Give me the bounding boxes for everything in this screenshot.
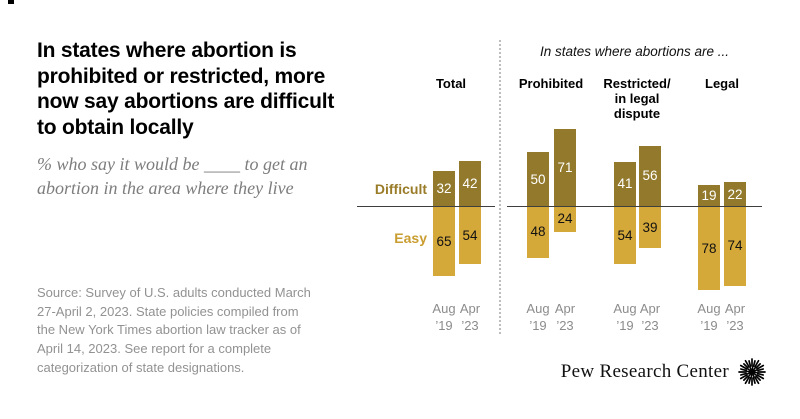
bar-easy: 39 <box>639 206 661 249</box>
bar-value-difficult: 19 <box>701 188 717 204</box>
bar-value-difficult: 71 <box>557 160 573 176</box>
bar-value-difficult: 41 <box>617 176 633 192</box>
bar-value-difficult: 50 <box>530 171 546 187</box>
baseline-right <box>507 206 762 207</box>
bar-difficult: 32 <box>433 171 455 206</box>
bar-value-easy: 54 <box>462 227 478 243</box>
bar-difficult: 71 <box>554 129 576 206</box>
x-tick-label: Aug ’19 <box>432 301 456 333</box>
legend-easy-label: Easy <box>394 230 427 246</box>
bar-value-easy: 48 <box>530 224 546 240</box>
x-tick-label: Aug ’19 <box>613 301 637 333</box>
bar-easy: 48 <box>527 206 549 258</box>
bar-easy: 74 <box>724 206 746 286</box>
bar-easy: 24 <box>554 206 576 232</box>
legend-difficult-label: Difficult <box>374 181 427 197</box>
x-tick-label: Aug ’19 <box>697 301 721 333</box>
bar-value-difficult: 32 <box>436 181 452 197</box>
bar-easy: 54 <box>614 206 636 265</box>
bar-value-difficult: 56 <box>642 168 658 184</box>
bar-value-easy: 39 <box>642 219 658 235</box>
bar-difficult: 42 <box>459 160 481 206</box>
group-header: Legal <box>705 76 739 91</box>
pew-logo-icon <box>738 358 766 386</box>
corner-mark <box>8 0 14 4</box>
bar-difficult: 41 <box>614 161 636 206</box>
bar-difficult: 19 <box>698 185 720 206</box>
group-header: Total <box>435 76 467 91</box>
bar-value-easy: 74 <box>727 238 743 254</box>
divider-dotted <box>499 40 501 334</box>
x-tick-label: Apr ’23 <box>459 301 481 333</box>
bar-value-easy: 54 <box>617 227 633 243</box>
bar-difficult: 50 <box>527 152 549 206</box>
page-title: In states where abortion is prohibited o… <box>37 39 335 139</box>
bar-value-difficult: 42 <box>462 175 478 191</box>
x-tick-label: Apr ’23 <box>639 301 661 333</box>
bar-easy: 54 <box>459 206 481 265</box>
bar-difficult: 22 <box>724 182 746 206</box>
bar-value-easy: 65 <box>436 233 452 249</box>
section-header: In states where abortions are ... <box>539 44 730 59</box>
baseline-left <box>357 206 495 207</box>
brand-footer: Pew Research Center <box>561 358 766 386</box>
x-tick-label: Apr ’23 <box>554 301 576 333</box>
bar-easy: 78 <box>698 206 720 291</box>
brand-name: Pew Research Center <box>560 361 729 382</box>
bar-easy: 65 <box>433 206 455 277</box>
source-note: Source: Survey of U.S. adults conducted … <box>37 285 311 375</box>
bar-value-difficult: 22 <box>727 186 743 202</box>
bar-difficult: 56 <box>639 145 661 206</box>
x-tick-label: Apr ’23 <box>724 301 746 333</box>
bar-value-easy: 78 <box>701 240 717 256</box>
group-header: Restricted/ in legal dispute <box>603 76 671 121</box>
bar-value-easy: 24 <box>557 211 573 227</box>
x-tick-label: Aug ’19 <box>526 301 550 333</box>
subtitle: % who say it would be ____ to get an abo… <box>37 154 308 198</box>
group-header: Prohibited <box>518 76 584 91</box>
